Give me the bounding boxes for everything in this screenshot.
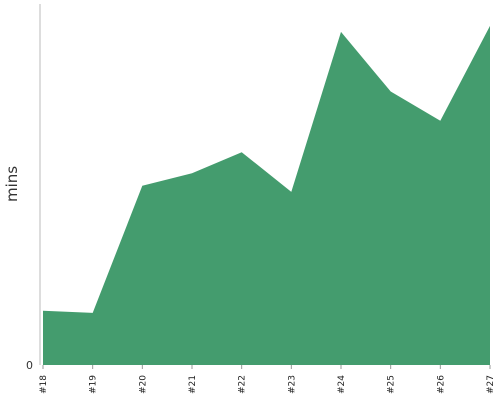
series-area	[43, 25, 490, 366]
x-tick-label: #20	[138, 375, 148, 394]
x-tick-label: #25	[387, 375, 397, 394]
x-axis-ticks: #18 #19 #20 #21 #22 #23 #24 #25 #26 #27	[39, 365, 496, 394]
plot-area	[43, 25, 490, 366]
x-tick-label: #27	[486, 375, 496, 394]
x-tick-label: #23	[287, 375, 297, 394]
x-tick-label: #18	[39, 375, 49, 394]
x-tick-label: #22	[238, 375, 248, 394]
y-axis-ticks: 0	[26, 359, 33, 372]
x-tick-label: #19	[89, 375, 99, 394]
x-tick-label: #24	[337, 375, 347, 394]
x-tick-label: #21	[188, 375, 198, 394]
y-tick-label: 0	[26, 359, 33, 372]
x-tick-label: #26	[436, 375, 446, 394]
y-axis-title: mins	[3, 166, 21, 202]
